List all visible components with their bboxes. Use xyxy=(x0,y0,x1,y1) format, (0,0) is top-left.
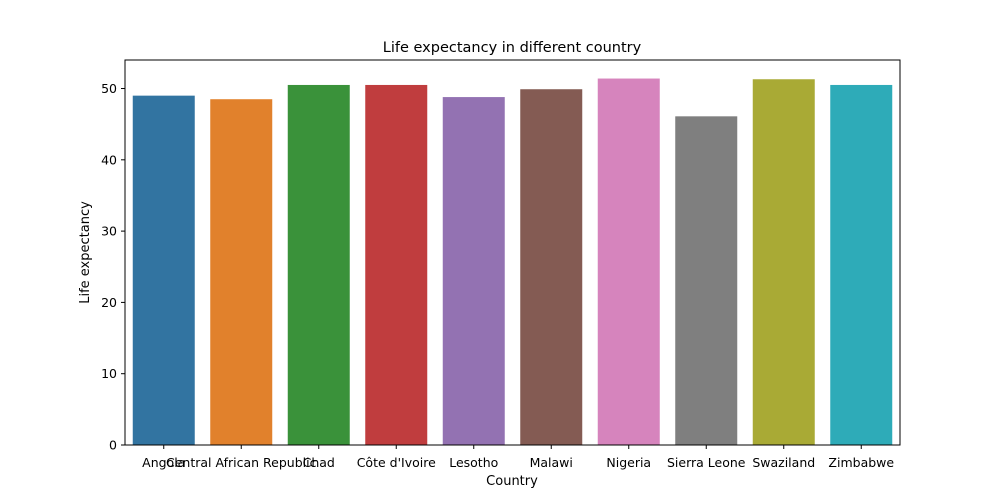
y-tick-label: 50 xyxy=(101,81,117,96)
x-tick-label: Chad xyxy=(303,455,335,470)
bar-7 xyxy=(675,116,738,446)
plot-frame xyxy=(124,59,901,446)
x-tick-label: Sierra Leone xyxy=(667,455,746,470)
y-axis: 0 10 20 30 40 50 xyxy=(101,81,125,453)
bar-2 xyxy=(287,84,350,445)
y-axis-label: Life expectancy xyxy=(78,201,93,304)
y-tick-label: 20 xyxy=(101,295,117,310)
y-tick-label: 10 xyxy=(101,366,117,381)
x-tick-label: Lesotho xyxy=(449,455,498,470)
bar-0 xyxy=(132,95,195,446)
bar-8 xyxy=(752,79,815,445)
bars-group xyxy=(132,78,893,446)
y-tick-label: 30 xyxy=(101,224,117,239)
bar-6 xyxy=(597,78,660,445)
bar-4 xyxy=(442,97,505,446)
y-tick-label: 40 xyxy=(101,152,117,167)
x-tick-label: Central African Republic xyxy=(166,455,317,470)
x-tick-label: Angola xyxy=(142,455,185,470)
x-tick-label: Malawi xyxy=(530,455,573,470)
x-tick-label: Swaziland xyxy=(752,455,815,470)
bar-5 xyxy=(520,89,583,446)
chart-title: Life expectancy in different country xyxy=(383,40,642,56)
x-tick-label: Nigeria xyxy=(606,455,651,470)
x-axis-label: Country xyxy=(486,474,538,489)
bar-9 xyxy=(830,84,893,445)
bar-3 xyxy=(365,84,428,445)
x-tick-label: Côte d'Ivoire xyxy=(357,455,436,470)
bar-1 xyxy=(210,99,273,446)
y-tick-label: 0 xyxy=(109,438,117,453)
x-tick-label: Zimbabwe xyxy=(828,455,894,470)
